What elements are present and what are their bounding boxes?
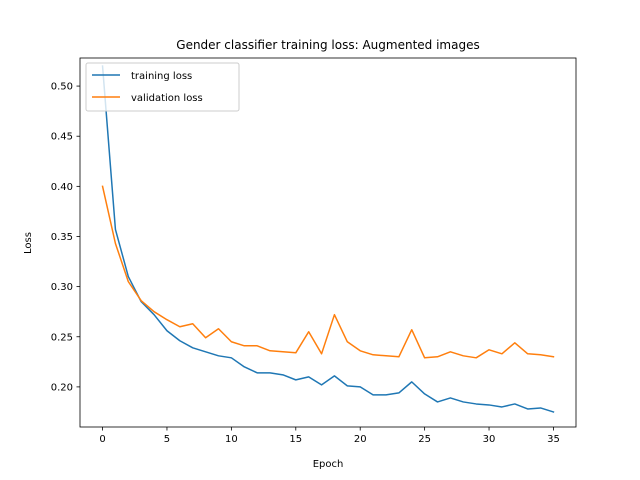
x-axis-label: Epoch [313,459,344,470]
x-tick-label: 10 [225,434,238,445]
legend: training loss validation loss [85,62,240,112]
series-line-validation-loss [101,185,555,359]
y-tick-label: 0.50 [51,82,73,93]
legend-box [85,62,240,112]
legend-label-validation: validation loss [131,93,203,104]
legend-label-training: training loss [131,71,192,82]
y-axis-label: Loss [23,232,34,254]
x-tick-label: 30 [483,434,496,445]
plot-lines [101,65,555,413]
series-line-training-loss [101,65,555,413]
y-tick-label: 0.45 [51,132,73,143]
x-tick-label: 15 [289,434,302,445]
y-tick-label: 0.20 [51,382,73,393]
x-tick-label: 25 [418,434,431,445]
plot-frame [79,57,577,428]
x-axis: 0 5 10 15 20 25 30 35 [99,427,560,445]
x-tick-label: 35 [547,434,560,445]
x-tick-label: 20 [354,434,367,445]
y-tick-label: 0.35 [51,232,73,243]
x-tick-label: 0 [99,434,105,445]
y-tick-label: 0.25 [51,332,73,343]
y-tick-label: 0.30 [51,282,73,293]
y-tick-label: 0.40 [51,182,73,193]
chart-title: Gender classifier training loss: Augment… [176,38,479,52]
x-tick-label: 5 [164,434,170,445]
y-axis: 0.20 0.25 0.30 0.35 0.40 0.45 0.50 [51,82,80,393]
